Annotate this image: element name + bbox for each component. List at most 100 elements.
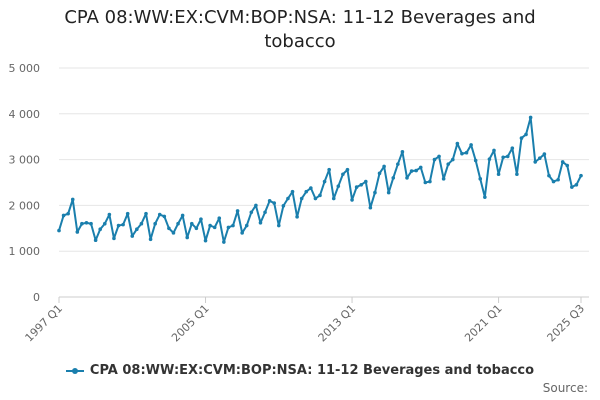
data-point [212,225,217,230]
data-point [400,150,405,154]
data-point [102,221,107,226]
data-point [107,212,112,217]
x-tick-label: 1997 Q1 [23,302,66,345]
data-point [116,223,121,228]
data-point [437,154,441,159]
data-point [162,214,167,219]
data-point [524,132,528,137]
data-point [501,155,505,160]
data-point [272,201,277,205]
data-point [98,227,103,232]
grid-lines [59,67,589,252]
legend[interactable]: CPA 08:WW:EX:CVM:BOP:NSA: 11-12 Beverage… [0,363,600,378]
data-point [318,193,322,198]
data-point [464,150,469,155]
data-point [89,221,93,226]
data-point [281,204,286,208]
legend-marker-icon [65,367,84,374]
data-point [510,146,515,150]
data-point [478,177,483,181]
data-point [409,169,414,173]
data-point [93,238,98,243]
data-point [258,221,263,225]
data-point [519,136,524,140]
x-tick-label: 2021 Q1 [462,302,505,345]
data-point [235,209,240,213]
data-point [396,162,400,166]
data-point [309,186,313,190]
data-point [295,215,299,219]
x-tick-label: 2013 Q1 [316,302,359,345]
data-point [515,172,519,177]
x-tick-label: 2025 Q3 [545,302,588,345]
data-point [267,199,272,203]
y-tick-label: 5 000 [9,62,41,75]
data-point [528,115,533,120]
data-point [533,160,538,164]
data-point [359,182,364,187]
data-point [189,221,194,226]
data-point [176,221,180,226]
data-point [70,197,75,202]
data-point [263,210,267,215]
data-point [199,217,203,221]
data-point [455,141,460,146]
data-point [473,158,478,163]
data-point [350,198,354,202]
data-point [336,184,341,188]
data-point [66,211,70,216]
data-point [112,236,116,241]
series-line [58,116,582,244]
data-point [382,164,386,169]
data-point [574,182,579,187]
data-point [556,177,560,182]
data-point [327,167,331,172]
chart-title: CPA 08:WW:EX:CVM:BOP:NSA: 11-12 Beverage… [64,7,536,52]
data-point [304,189,309,194]
data-point [483,195,487,199]
x-tick-label: 2005 Q1 [169,302,212,345]
data-point [135,227,139,232]
data-point [157,212,162,217]
data-point [391,176,396,180]
data-point [537,156,542,161]
data-point [231,223,235,228]
data-point [405,176,409,180]
data-point [61,213,66,218]
data-point [80,221,84,226]
data-point [446,162,451,166]
data-point [441,177,446,181]
data-point [226,225,231,230]
y-tick-label: 2 000 [9,199,41,212]
data-point [139,221,144,226]
data-point [373,190,377,195]
data-point [487,157,492,161]
y-tick-label: 3 000 [9,154,41,167]
data-point [286,196,290,201]
data-point [217,216,222,221]
data-point [423,180,428,185]
data-point [418,165,423,170]
data-point [203,238,208,243]
data-point [570,185,574,189]
data-point [560,160,565,164]
data-point [208,223,212,228]
data-point [432,157,437,162]
data-point [240,231,244,235]
data-point [244,223,249,228]
data-point [354,185,359,189]
data-point [180,213,185,218]
data-point [469,143,473,147]
data-point [386,190,391,195]
data-point [505,154,510,159]
data-point [276,223,281,228]
data-point [299,196,304,201]
data-point [57,228,61,233]
data-point [167,226,171,231]
data-point [414,168,418,173]
data-point [428,179,432,184]
data-point [313,196,318,201]
data-point [331,196,336,201]
data-point [368,205,373,210]
